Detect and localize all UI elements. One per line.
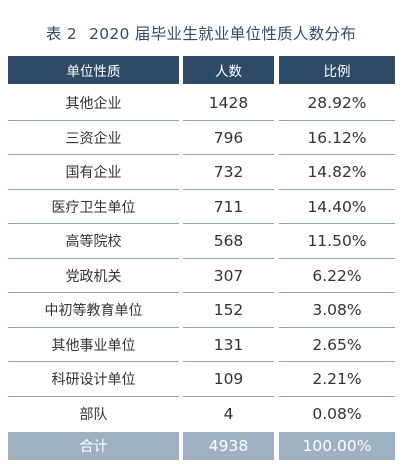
row-divider xyxy=(183,327,274,328)
row-divider xyxy=(279,396,395,397)
row-divider xyxy=(183,361,274,362)
row-divider xyxy=(183,189,274,190)
cell-ratio: 14.82% xyxy=(307,163,367,182)
cell-count: 4 xyxy=(223,404,234,423)
cell-nature: 其他企业 xyxy=(65,96,122,113)
row-divider xyxy=(8,258,179,259)
row-divider xyxy=(183,258,274,259)
row-divider xyxy=(279,327,395,328)
cell-nature: 医疗卫生单位 xyxy=(51,199,136,216)
cell-nature: 科研设计单位 xyxy=(51,372,136,389)
cell-count: 307 xyxy=(213,266,244,285)
row-divider xyxy=(183,223,274,224)
cell-count: 131 xyxy=(213,335,244,354)
cell-ratio: 28.92% xyxy=(307,94,367,113)
row-divider xyxy=(279,292,395,293)
total-ratio: 100.00% xyxy=(279,432,395,460)
cell-ratio: 2.65% xyxy=(312,335,362,354)
row-divider xyxy=(183,292,274,293)
row-divider xyxy=(8,189,179,190)
header-count: 人数 xyxy=(183,56,274,84)
cell-nature: 中初等教育单位 xyxy=(44,303,143,320)
cell-nature: 三资企业 xyxy=(65,130,122,147)
cell-ratio: 11.50% xyxy=(307,232,367,251)
row-divider xyxy=(279,120,395,121)
cell-count: 732 xyxy=(213,163,244,182)
cell-ratio: 16.12% xyxy=(307,128,367,147)
row-divider xyxy=(183,396,274,397)
row-divider xyxy=(279,189,395,190)
cell-count: 711 xyxy=(213,197,244,216)
cell-count: 109 xyxy=(213,370,244,389)
row-divider xyxy=(8,292,179,293)
cell-ratio: 0.08% xyxy=(312,404,362,423)
cell-ratio: 6.22% xyxy=(312,266,362,285)
row-divider xyxy=(279,154,395,155)
row-divider xyxy=(279,258,395,259)
cell-count: 796 xyxy=(213,128,244,147)
table-number: 表 2 xyxy=(45,25,78,43)
cell-nature: 其他事业单位 xyxy=(51,337,136,354)
cell-nature: 高等院校 xyxy=(65,234,122,251)
header-nature: 单位性质 xyxy=(8,56,179,84)
total-nature: 合计 xyxy=(8,432,179,460)
cell-count: 568 xyxy=(213,232,244,251)
row-divider xyxy=(8,154,179,155)
cell-nature: 国有企业 xyxy=(65,165,122,182)
cell-ratio: 2.21% xyxy=(312,370,362,389)
cell-ratio: 3.08% xyxy=(312,301,362,320)
cell-nature: 部队 xyxy=(79,406,108,423)
row-divider xyxy=(8,361,179,362)
row-divider xyxy=(8,120,179,121)
row-divider xyxy=(183,154,274,155)
row-divider xyxy=(8,396,179,397)
row-divider xyxy=(8,223,179,224)
row-divider xyxy=(279,361,395,362)
total-count: 4938 xyxy=(183,432,274,460)
header-ratio: 比例 xyxy=(279,56,395,84)
row-divider xyxy=(8,327,179,328)
cell-count: 1428 xyxy=(208,94,249,113)
table-caption: 2020 届毕业生就业单位性质人数分布 xyxy=(89,25,357,43)
cell-count: 152 xyxy=(213,301,244,320)
row-divider xyxy=(279,223,395,224)
table-title: 表 2 2020 届毕业生就业单位性质人数分布 xyxy=(0,22,402,44)
row-divider xyxy=(183,120,274,121)
cell-nature: 党政机关 xyxy=(65,268,122,285)
cell-ratio: 14.40% xyxy=(307,197,367,216)
